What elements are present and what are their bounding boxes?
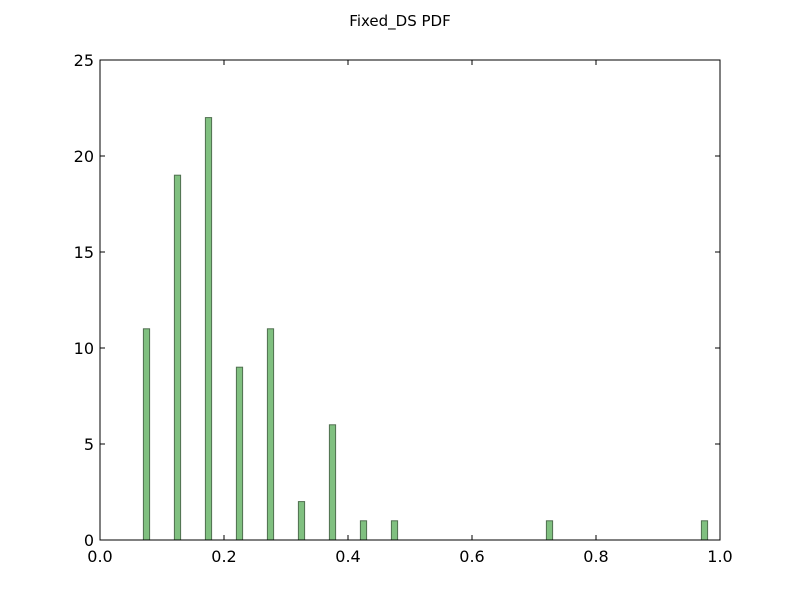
y-tick-label: 10	[74, 339, 94, 358]
histogram-bar	[545, 520, 554, 541]
y-tick-label: 5	[84, 435, 94, 454]
x-tick-label: 0.6	[459, 547, 484, 566]
histogram-bar	[390, 520, 399, 541]
histogram-bar	[204, 117, 213, 541]
histogram-bar	[142, 328, 151, 541]
x-tick-label: 0.2	[211, 547, 236, 566]
x-tick-label: 0.4	[335, 547, 360, 566]
histogram-bar	[173, 174, 182, 541]
histogram-bar	[328, 424, 337, 541]
chart-title: Fixed_DS PDF	[349, 12, 451, 30]
bars-layer	[142, 117, 709, 541]
x-tick-label: 0.8	[583, 547, 608, 566]
histogram-bar	[700, 520, 709, 541]
y-tick-label: 15	[74, 243, 94, 262]
ticks-layer	[99, 59, 721, 541]
histogram-bar	[235, 366, 244, 541]
x-tick-label: 1.0	[707, 547, 732, 566]
histogram-bar	[266, 328, 275, 541]
tick-labels-layer: 0.0 0.2 0.4 0.6 0.8 1.0 0 5 10 15 20 25	[74, 51, 733, 566]
y-tick-label: 0	[84, 531, 94, 550]
histogram-bar	[297, 501, 306, 541]
plot-frame	[99, 59, 721, 541]
y-tick-label: 25	[74, 51, 94, 70]
x-tick-label: 0.0	[87, 547, 112, 566]
histogram-bar	[359, 520, 368, 541]
y-tick-label: 20	[74, 147, 94, 166]
